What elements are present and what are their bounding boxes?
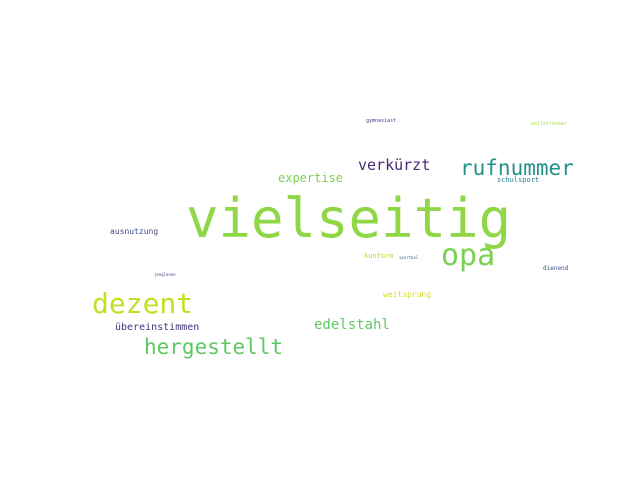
- word-hergestellt: hergestellt: [144, 335, 284, 359]
- word-dezent: dezent: [92, 287, 194, 320]
- word-konform: konform: [364, 252, 394, 260]
- word-vielseitig: vielseitig: [186, 187, 512, 250]
- word-rufnummer: rufnummer: [460, 156, 574, 180]
- word-edelstahl: edelstahl: [314, 317, 390, 333]
- word-sportbol: sportbol: [399, 255, 419, 260]
- word-schulsport: schulsport: [497, 176, 540, 184]
- word-uebereinstimmen: übereinstimmen: [115, 322, 200, 333]
- word-verkuerzt: verkürzt: [358, 156, 431, 174]
- word-vollstrecker: vollstrecker: [531, 121, 568, 127]
- word-gymnasiast: gymnasiast: [366, 118, 397, 124]
- word-weitsprung: weitsprung: [383, 290, 432, 299]
- word-dienend: dienend: [543, 265, 569, 272]
- word-opa: opa: [441, 238, 496, 273]
- word-expertise: expertise: [278, 171, 344, 185]
- word-jenglanen: jenglanen: [154, 272, 176, 277]
- word-ausnutzung: ausnutzung: [110, 227, 159, 236]
